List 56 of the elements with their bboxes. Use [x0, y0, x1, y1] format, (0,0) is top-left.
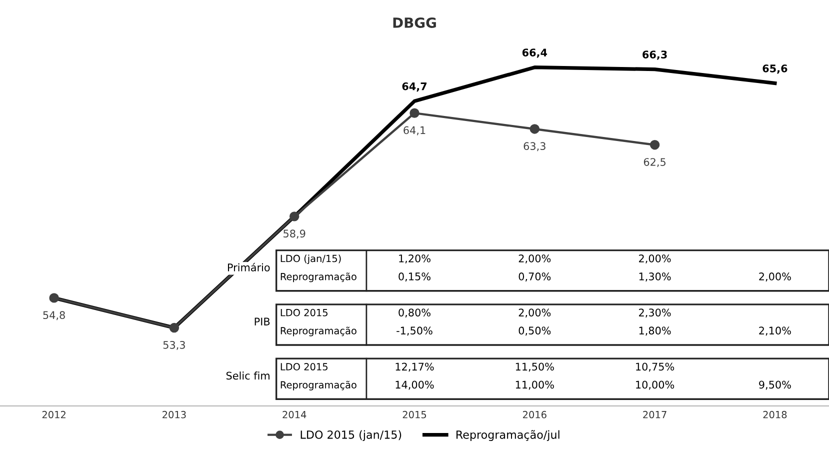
annotation: 2,10%	[759, 326, 791, 336]
legend-label: Reprogramação/jul	[456, 430, 560, 441]
text: 11,50%	[516, 362, 554, 372]
annotation: -1,50%	[396, 326, 432, 336]
data-label: 63,3	[524, 142, 546, 152]
annotation: 2,00%	[639, 254, 671, 264]
x-tick-label: 2017	[643, 410, 666, 418]
text: 10,75%	[636, 362, 674, 372]
data-label: 54,8	[43, 311, 65, 320]
annotation: 0,80%	[398, 308, 430, 318]
text: 14,00%	[396, 380, 434, 390]
text: LDO 2015	[280, 363, 328, 370]
data-label: 65,6	[762, 64, 788, 74]
point	[49, 293, 59, 303]
annotation: 2,30%	[639, 308, 671, 318]
point	[650, 140, 660, 150]
annotation: PIB	[254, 318, 270, 326]
annotation: 0,15%	[398, 272, 430, 282]
text: 10,00%	[636, 380, 674, 390]
x-tick-label: 2013	[162, 410, 186, 418]
point	[169, 322, 180, 333]
annotation: Reprogramação	[280, 326, 356, 336]
data-label: 64,1	[404, 126, 426, 136]
data-label: 53,3	[163, 340, 185, 350]
annotation: 1,80%	[639, 326, 671, 336]
data-label: 66,3	[642, 50, 667, 60]
point	[410, 108, 420, 118]
annotation: 2,00%	[518, 254, 551, 264]
x-tick-label: 2016	[522, 410, 546, 418]
annotation: 0,50%	[518, 326, 551, 336]
x-tick-label: 2015	[402, 410, 426, 418]
legend-label: LDO 2015 (jan/15)	[300, 430, 402, 441]
annotation: Primário	[228, 262, 270, 272]
chart-title: DBGG	[393, 17, 436, 28]
data-label: 58,9	[284, 230, 306, 239]
text: 12,17%	[396, 362, 434, 372]
text: 11,00%	[516, 380, 554, 390]
annotation: 2,00%	[759, 272, 791, 282]
x-tick-label: 2012	[42, 410, 66, 418]
text: 9,50%	[759, 380, 791, 390]
x-tick-label: 2014	[282, 410, 306, 418]
data-label: 62,5	[644, 158, 666, 168]
x-tick-label: 2018	[763, 410, 787, 418]
annotation: LDO (jan/15)	[280, 254, 341, 264]
point	[289, 212, 300, 222]
annotation: Reprogramação	[280, 272, 356, 282]
annotation: 1,20%	[399, 254, 430, 264]
annotation: LDO 2015	[280, 308, 328, 316]
data-label: 64,7	[402, 82, 427, 92]
point	[530, 124, 540, 134]
data-label: 66,4	[522, 48, 548, 58]
text: Selic fim	[226, 372, 270, 380]
annotation: 2,00%	[518, 308, 551, 318]
text: Reprogramação	[280, 380, 356, 390]
annotation: 0,70%	[518, 272, 551, 282]
annotation: 1,30%	[639, 272, 671, 282]
